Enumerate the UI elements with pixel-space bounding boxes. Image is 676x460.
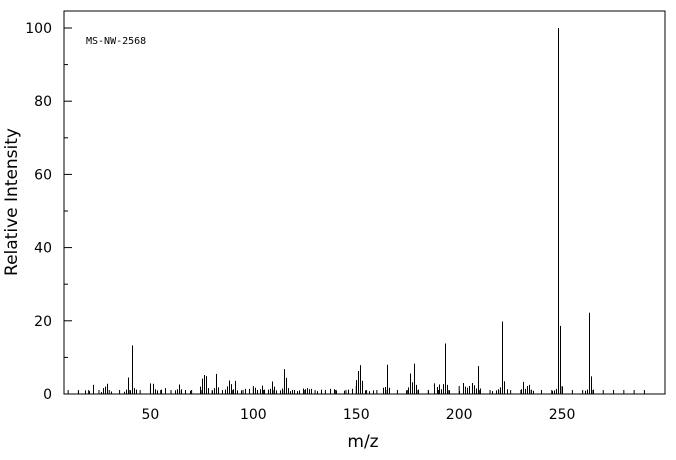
y-tick-label: 20 <box>34 314 52 330</box>
x-tick-label: 150 <box>343 407 370 423</box>
spectrum-id-label: MS-NW-2568 <box>86 36 146 47</box>
y-tick-label: 40 <box>34 241 52 257</box>
plot-frame <box>63 10 666 395</box>
x-axis-label: m/z <box>347 432 378 452</box>
x-tick-label: 50 <box>142 407 160 423</box>
y-tick-label: 80 <box>34 94 52 110</box>
x-tick-label: 250 <box>549 407 576 423</box>
y-tick-label: 60 <box>34 167 52 183</box>
x-tick-label: 200 <box>446 407 473 423</box>
y-tick-label: 100 <box>25 21 52 37</box>
x-tick-label: 100 <box>240 407 267 423</box>
y-tick-label: 0 <box>43 387 52 403</box>
y-axis: 0 20 40 60 80 100 <box>25 21 72 403</box>
spectrum-peaks <box>78 28 594 394</box>
x-axis: 50 100 150 200 250 <box>142 386 576 423</box>
y-axis-label: Relative Intensity <box>2 128 22 276</box>
